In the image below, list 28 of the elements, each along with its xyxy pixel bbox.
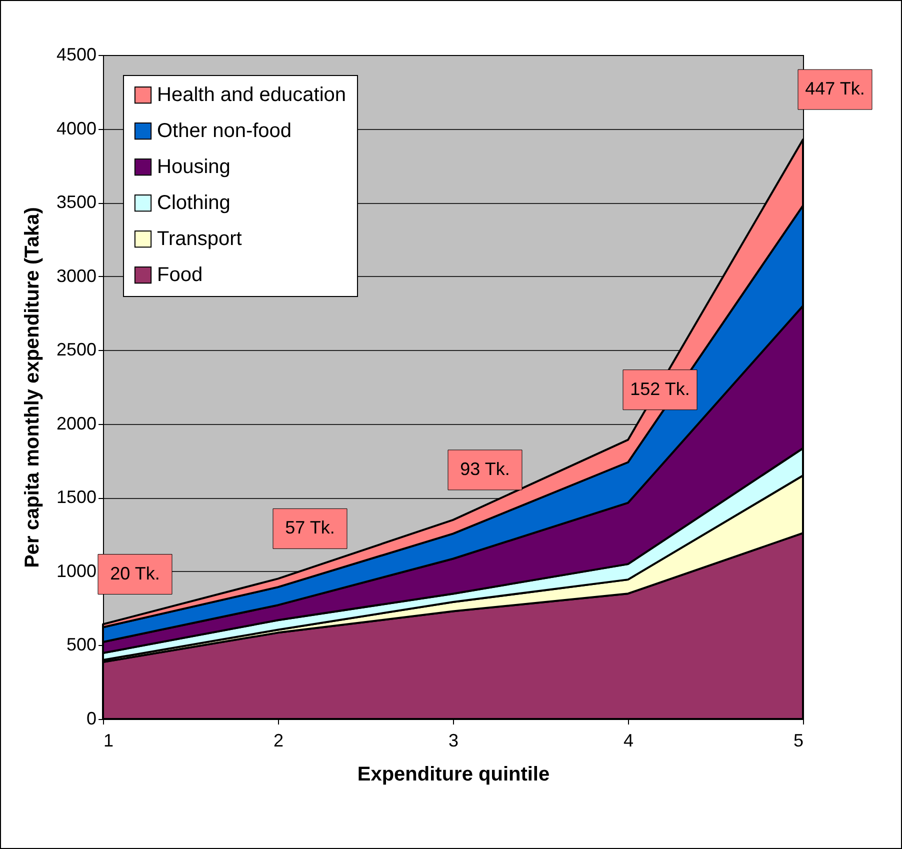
legend-label: Transport <box>157 228 242 250</box>
y-tick-label: 3000 <box>56 266 96 286</box>
y-tick-label: 2000 <box>56 413 96 434</box>
legend-label: Other non-food <box>157 120 292 142</box>
y-tick-label: 4000 <box>56 118 96 138</box>
legend-label: Health and education <box>157 84 346 106</box>
y-tick-label: 500 <box>66 634 96 655</box>
x-tick-label: 4 <box>623 730 634 750</box>
x-axis-title: Expenditure quintile <box>357 764 550 786</box>
data-label: 20 Tk. <box>110 563 160 584</box>
data-label: 93 Tk. <box>460 458 510 479</box>
y-tick-label: 4500 <box>56 44 96 64</box>
y-tick-label: 2500 <box>56 340 96 360</box>
y-tick-label: 1500 <box>56 487 96 508</box>
data-label: 447 Tk. <box>805 78 865 99</box>
data-label: 152 Tk. <box>630 378 690 399</box>
x-tick-label: 3 <box>448 730 459 750</box>
data-label: 57 Tk. <box>285 518 335 538</box>
y-tick-label: 0 <box>86 708 96 728</box>
legend-label: Housing <box>157 156 230 178</box>
y-axis-title: Per capita monthly expenditure (Taka) <box>21 207 44 568</box>
y-tick-label: 3500 <box>56 192 96 212</box>
y-tick-label: 1000 <box>56 560 96 581</box>
legend-label: Food <box>157 264 203 286</box>
x-tick-label: 5 <box>793 730 804 750</box>
x-tick-label: 2 <box>273 730 284 750</box>
x-tick-label: 1 <box>104 730 114 750</box>
legend-label: Clothing <box>157 192 230 214</box>
